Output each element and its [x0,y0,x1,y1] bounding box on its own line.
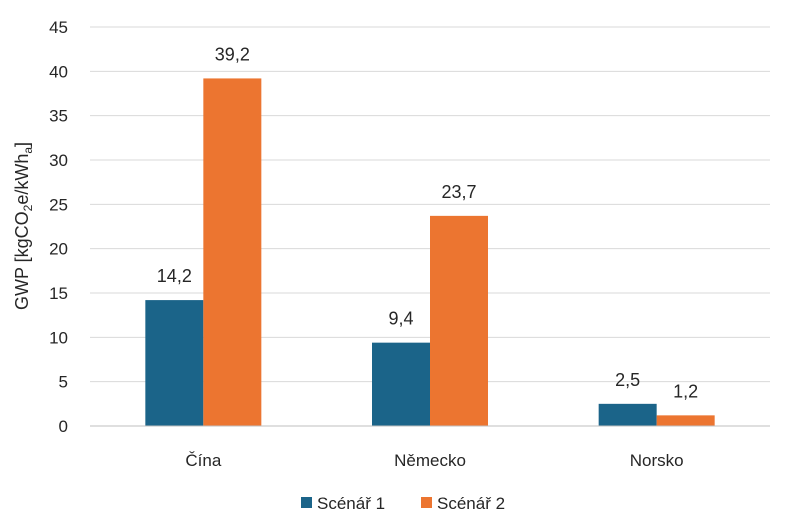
data-label: 9,4 [388,309,413,329]
bar [372,342,430,426]
bar [145,300,204,426]
y-axis-label: GWP [kgCO2e/kWha] [12,142,35,310]
data-label: 1,2 [673,381,698,401]
y-tick-label: 0 [59,417,68,436]
y-tick-label: 45 [49,18,68,37]
data-label: 23,7 [441,182,476,202]
data-label: 14,2 [157,266,192,286]
x-tick-label: Čína [185,451,221,470]
y-tick-label: 35 [49,107,68,126]
y-axis-ticks: 0 5 10 15 20 25 30 35 40 45 [49,18,68,436]
y-tick-label: 5 [59,373,68,392]
bar [430,215,488,426]
x-tick-label: Německo [394,451,466,470]
data-labels: 14,2 39,2 9,4 23,7 2,5 1,2 [157,44,698,401]
bars [145,78,715,426]
data-label: 39,2 [215,44,250,64]
bar [598,403,657,426]
data-label: 2,5 [615,370,640,390]
y-tick-label: 25 [49,195,68,214]
bar [656,415,715,426]
y-tick-label: 40 [49,62,68,81]
y-tick-label: 30 [49,151,68,170]
y-tick-label: 20 [49,240,68,259]
y-tick-label: 15 [49,284,68,303]
legend-swatch [301,497,312,508]
x-axis-ticks: Čína Německo Norsko [185,451,683,470]
y-tick-label: 10 [49,328,68,347]
bar [203,78,262,426]
legend-entry: Scénář 1 [317,494,385,513]
legend-entry: Scénář 2 [437,494,505,513]
legend-swatch [421,497,432,508]
x-tick-label: Norsko [630,451,684,470]
legend: Scénář 1 Scénář 2 [301,494,505,513]
